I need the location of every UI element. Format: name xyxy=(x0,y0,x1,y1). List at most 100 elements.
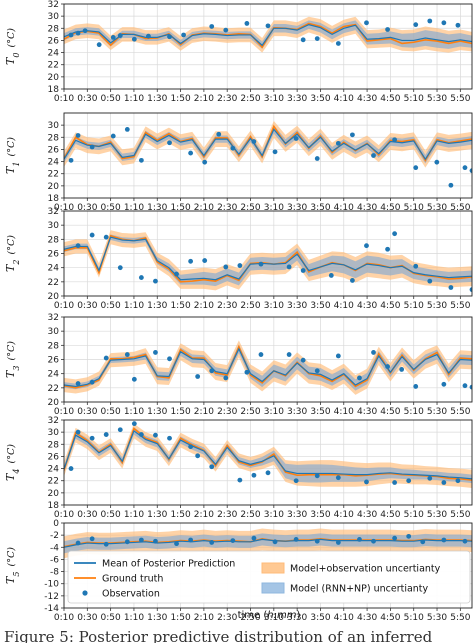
panel-t5-ytick-label-2: -10 xyxy=(44,580,59,590)
panel-t4-xtick-label-7: 2:30 xyxy=(217,510,237,520)
x-axis-label-part-0: time ( xyxy=(238,610,268,621)
panel-t4-observation-22 xyxy=(441,480,447,485)
panel-t4-ytick-label-1: 20 xyxy=(48,489,60,499)
panel-t5-xtick-label-0: 0:10 xyxy=(54,613,74,623)
panel-t0-observation-3 xyxy=(96,42,102,48)
panel-t3-xtick-label-8: 2:50 xyxy=(240,407,260,417)
panel-t1-xtick-label-2: 0:50 xyxy=(101,203,121,213)
panel-t0-observation-15 xyxy=(314,36,320,42)
panel-t4-frame xyxy=(63,419,473,506)
panel-t2-xtick-label-13: 4:30 xyxy=(357,301,377,311)
panel-t5-ytick-label-0: -14 xyxy=(44,604,59,614)
panel-t3-observation-0 xyxy=(75,381,81,386)
panel-t3-xtick-label-1: 0:30 xyxy=(77,407,97,417)
panel-t4-observation-19 xyxy=(392,480,398,485)
panel-t1-xtick-label-11: 3:50 xyxy=(310,203,330,213)
panel-t5-ground-truth-line xyxy=(64,537,472,548)
panel-t1-observation-15 xyxy=(335,140,341,146)
panel-t5-xtick-label-8: 2:50 xyxy=(240,613,260,623)
panel-t3-xtick-label-11: 3:50 xyxy=(310,407,330,417)
panel-t1-ytick-label-4: 26 xyxy=(48,145,60,155)
panel-t0-xtick-label-14: 4:50 xyxy=(380,94,400,104)
panel-t5-y-axis-label: T5 (°C) xyxy=(4,547,21,584)
panel-t4-observation-5 xyxy=(131,421,137,427)
panel-t2-ytick-label-4: 28 xyxy=(48,235,60,245)
panel-t3-observation-1 xyxy=(89,379,95,385)
panel-t1-xtick-label-15: 5:10 xyxy=(404,203,424,213)
panel-t3-xtick-label-5: 1:50 xyxy=(170,407,190,417)
panel-t3-y-axis-label-sub: 3 xyxy=(12,366,21,371)
panel-t0-ytick-label-5: 28 xyxy=(48,24,60,34)
panel-t3-band-model-uncertainty xyxy=(64,344,472,391)
panel-t2-ytick-label-1: 22 xyxy=(48,278,59,288)
panel-t5-observation-19 xyxy=(420,539,426,545)
panel-t1-observation-20 xyxy=(434,159,440,165)
panel-t3-observation-8 xyxy=(209,368,215,374)
panel-t3-observation-18 xyxy=(385,364,390,369)
panel-t2-y-axis-label-var: T xyxy=(4,263,17,272)
panel-t0-observation-2 xyxy=(82,28,88,34)
panel-t4-xtick-label-15: 5:10 xyxy=(404,510,424,520)
panel-t5-xtick-label-4: 1:30 xyxy=(147,613,167,623)
panel-t3-plot-area xyxy=(64,340,472,395)
panel-t0-y-axis-label-var: T xyxy=(4,56,17,65)
panel-t3-observation-4 xyxy=(131,376,137,382)
panel-t5-ytick-label-3: -8 xyxy=(50,568,59,578)
panel-t3-observation-16 xyxy=(357,375,362,381)
panel-t2-observation-7 xyxy=(188,258,194,264)
panel-t3-xtick-label-3: 1:10 xyxy=(124,407,144,417)
panel-t4-observation-20 xyxy=(406,478,412,484)
legend-entry-model-observation-uncertainty-swatch xyxy=(261,562,285,574)
panel-t2-ytick-label-0: 20 xyxy=(48,292,60,302)
panel-t1-observation-10 xyxy=(230,145,236,151)
panel-t2-xtick-label-17: 5:50 xyxy=(450,301,470,311)
panel-t2-xtick-label-7: 2:30 xyxy=(217,301,237,311)
panel-t5-ytick-label-4: -6 xyxy=(50,555,59,565)
panel-t4-observation-12 xyxy=(237,477,243,483)
panel-t5-observation-18 xyxy=(406,533,412,539)
legend-entry-observation-text: Observation xyxy=(102,589,160,600)
panel-t2-observation-8 xyxy=(202,258,208,263)
panel-t2-observation-5 xyxy=(153,278,158,284)
panel-t2-observation-4 xyxy=(138,275,144,280)
panel-t4-ytick-label-6: 30 xyxy=(48,428,60,438)
panel-t5-observation-4 xyxy=(138,537,144,543)
panel-t0-y-axis-label: T0 (°C) xyxy=(4,28,21,65)
panel-t3-observation-2 xyxy=(103,355,109,361)
panel-t0-observation-7 xyxy=(146,33,151,39)
panel-t5-observation-16 xyxy=(371,538,376,544)
panel-t0-observation-1 xyxy=(75,30,81,36)
panel-t1-xtick-label-3: 1:10 xyxy=(124,203,144,213)
panel-t1-y-axis-label-sub: 1 xyxy=(12,162,21,167)
panel-t2-xtick-label-1: 0:30 xyxy=(77,301,97,311)
panel-t2-observation-9 xyxy=(223,264,229,270)
panel-t1-observation-7 xyxy=(188,150,194,156)
panel-t4-y-axis-label: T4 (°C) xyxy=(4,444,21,481)
panel-t4-observation-2 xyxy=(89,435,95,441)
panel-t2-y-axis-label: T2 (°C) xyxy=(4,235,21,272)
panel-t2-xtick-label-6: 2:10 xyxy=(194,301,214,311)
panel-t1-xtick-label-12: 4:10 xyxy=(334,203,354,213)
panel-t3-observation-19 xyxy=(399,367,405,372)
panel-t5-observation-10 xyxy=(251,535,257,541)
panel-t4-xtick-label-9: 3:10 xyxy=(264,510,284,520)
panel-t3-xtick-label-16: 5:30 xyxy=(427,407,447,417)
panel-t3-ytick-label-2: 24 xyxy=(48,370,60,380)
panel-t0-ytick-label-7: 32 xyxy=(48,0,59,10)
panel-t4-observation-21 xyxy=(427,475,433,481)
panel-t0-xtick-label-1: 0:30 xyxy=(77,94,97,104)
panel-t3-ytick-label-6: 32 xyxy=(48,313,59,323)
panel-t5-observation-5 xyxy=(153,538,158,544)
panel-t5-xtick-label-14: 4:50 xyxy=(380,613,400,623)
legend-entry-truth: Ground truth xyxy=(74,574,163,585)
panel-t4-xtick-label-8: 2:50 xyxy=(240,510,260,520)
panel-t1-xtick-label-16: 5:30 xyxy=(427,203,447,213)
panel-t4-xtick-label-17: 5:50 xyxy=(450,510,470,520)
panel-t5-observation-11 xyxy=(272,539,278,545)
panel-t3-observation-10 xyxy=(244,369,250,375)
panel-t4-observation-4 xyxy=(117,427,123,433)
panel-t1-observation-23 xyxy=(469,168,472,174)
panel-t5-xtick-label-3: 1:10 xyxy=(124,613,144,623)
panel-t0-observation-11 xyxy=(223,27,229,33)
panel-t3-y-axis-label: T3 (°C) xyxy=(4,341,21,378)
